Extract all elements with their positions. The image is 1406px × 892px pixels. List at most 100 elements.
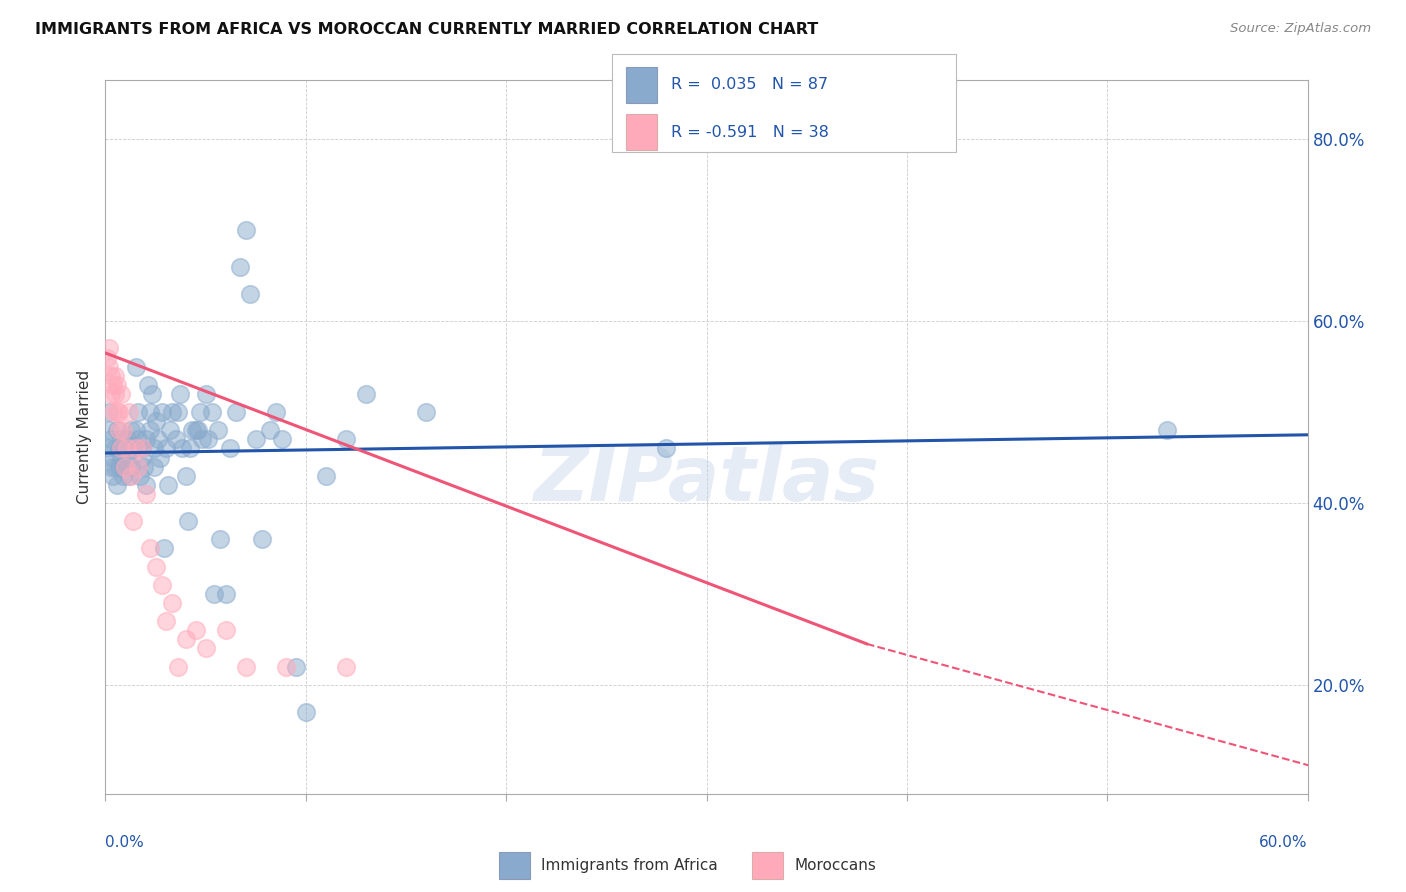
- Point: [176, 514, 198, 528]
- Point: [135, 487, 157, 501]
- Point: [104, 442, 127, 456]
- Point: [122, 514, 145, 528]
- Point: [170, 442, 193, 456]
- Point: [184, 423, 207, 437]
- Point: [218, 442, 240, 456]
- Point: [108, 442, 131, 456]
- Point: [415, 405, 437, 419]
- Point: [114, 459, 136, 474]
- Point: [141, 387, 163, 401]
- Point: [104, 459, 127, 474]
- Point: [118, 468, 141, 483]
- Point: [250, 533, 273, 547]
- Point: [188, 405, 211, 419]
- Point: [127, 405, 149, 419]
- Point: [131, 442, 153, 456]
- Point: [124, 423, 146, 437]
- Point: [148, 450, 170, 465]
- Point: [264, 405, 287, 419]
- Point: [150, 405, 173, 419]
- Point: [194, 387, 217, 401]
- Point: [354, 387, 377, 401]
- Point: [135, 433, 157, 447]
- Point: [121, 423, 143, 437]
- Text: Moroccans: Moroccans: [794, 858, 876, 872]
- Point: [100, 433, 122, 447]
- Point: [124, 359, 146, 374]
- Point: [114, 442, 136, 456]
- Point: [1156, 423, 1178, 437]
- Point: [128, 468, 150, 483]
- Point: [160, 596, 183, 610]
- Point: [201, 405, 224, 419]
- Point: [180, 423, 202, 437]
- Point: [121, 459, 143, 474]
- Point: [107, 478, 129, 492]
- Point: [131, 442, 153, 456]
- Point: [156, 478, 179, 492]
- Point: [207, 423, 229, 437]
- Point: [235, 223, 257, 237]
- Point: [112, 423, 135, 437]
- Point: [150, 578, 173, 592]
- Text: 0.0%: 0.0%: [105, 836, 145, 850]
- Text: Source: ZipAtlas.com: Source: ZipAtlas.com: [1230, 22, 1371, 36]
- Point: [108, 405, 131, 419]
- Point: [228, 260, 250, 274]
- Point: [110, 442, 132, 456]
- Point: [208, 533, 231, 547]
- Point: [155, 442, 177, 456]
- Point: [118, 442, 141, 456]
- Point: [98, 359, 121, 374]
- Point: [174, 468, 197, 483]
- Text: Immigrants from Africa: Immigrants from Africa: [541, 858, 718, 872]
- Point: [110, 450, 132, 465]
- Point: [166, 659, 188, 673]
- Point: [142, 459, 165, 474]
- Point: [100, 459, 122, 474]
- Point: [107, 377, 129, 392]
- Point: [335, 433, 357, 447]
- Point: [135, 478, 157, 492]
- Point: [124, 442, 146, 456]
- Point: [104, 368, 127, 383]
- Point: [169, 387, 191, 401]
- Point: [108, 423, 131, 437]
- Point: [284, 659, 307, 673]
- Point: [142, 442, 165, 456]
- Point: [127, 459, 149, 474]
- Point: [138, 423, 160, 437]
- Y-axis label: Currently Married: Currently Married: [77, 370, 93, 504]
- Point: [96, 351, 118, 365]
- Text: 60.0%: 60.0%: [1260, 836, 1308, 850]
- Point: [103, 377, 125, 392]
- Point: [117, 433, 139, 447]
- Point: [194, 641, 217, 656]
- Point: [214, 624, 236, 638]
- Point: [117, 442, 139, 456]
- Point: [187, 423, 209, 437]
- Point: [655, 442, 678, 456]
- Point: [145, 414, 167, 428]
- Point: [121, 468, 143, 483]
- Text: R = -0.591   N = 38: R = -0.591 N = 38: [671, 125, 828, 139]
- Point: [179, 442, 201, 456]
- Point: [159, 423, 181, 437]
- Point: [127, 433, 149, 447]
- Point: [270, 433, 292, 447]
- Point: [103, 468, 125, 483]
- Point: [295, 705, 318, 719]
- Point: [197, 433, 219, 447]
- Point: [103, 405, 125, 419]
- Point: [110, 433, 132, 447]
- Point: [335, 659, 357, 673]
- Text: IMMIGRANTS FROM AFRICA VS MOROCCAN CURRENTLY MARRIED CORRELATION CHART: IMMIGRANTS FROM AFRICA VS MOROCCAN CURRE…: [35, 22, 818, 37]
- Point: [98, 423, 121, 437]
- Point: [138, 405, 160, 419]
- Text: ZIPatlas: ZIPatlas: [533, 443, 880, 516]
- Point: [103, 450, 125, 465]
- Point: [98, 342, 121, 356]
- Point: [96, 442, 118, 456]
- Point: [117, 450, 139, 465]
- Point: [98, 405, 121, 419]
